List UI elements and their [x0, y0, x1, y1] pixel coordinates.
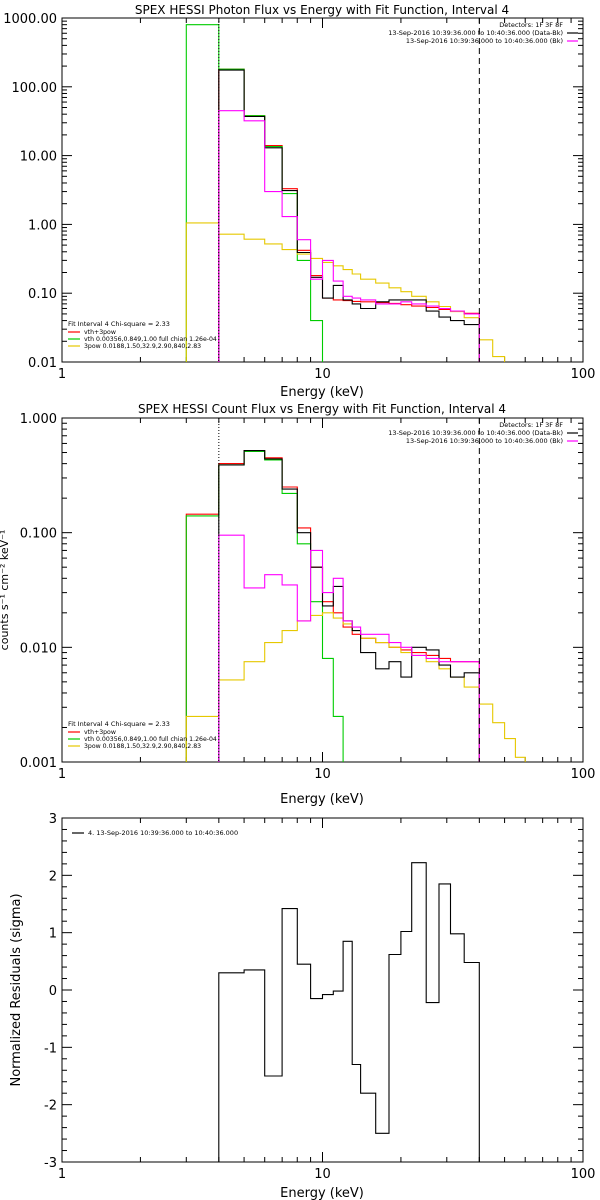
y-tick-label: -1 — [44, 1041, 57, 1056]
header-line: 13-Sep-2016 10:39:36.000 to 10:40:36.000… — [406, 437, 563, 445]
residual-plot-area: 1 10 100 -3 -2 -1 0 1 2 3 4. 13-Sep-2016 10:39:36.… — [44, 812, 595, 1182]
series-line-1 — [185, 24, 324, 362]
y-tick-label: -2 — [44, 1099, 57, 1114]
y-tick-label: 3 — [49, 812, 57, 827]
legend-entry: 4. 13-Sep-2016 10:39:36.000 to 10:40:36.… — [88, 829, 238, 837]
x-tick-label: 100 — [571, 767, 596, 782]
series-line-4 — [218, 534, 480, 762]
legend-entry: vth+3pow — [84, 729, 116, 736]
series-line-3 — [218, 69, 480, 362]
legend-entry: 3pow 0.0188,1.50,32.9,2.90,840,2.83 — [84, 743, 201, 750]
x-tick-label: 10 — [314, 367, 331, 382]
series-line-2 — [185, 222, 506, 362]
y-tick-label: 10.00 — [20, 150, 57, 165]
y-tick-label: 2 — [49, 869, 57, 884]
x-tick-label: 1 — [58, 367, 66, 382]
legend-entry: 3pow 0.0188,1.50,32.9,2.90,840,2.83 — [84, 343, 201, 350]
y-tick-label: 1000.00 — [3, 12, 57, 27]
y-tick-label: 0.10 — [28, 287, 57, 302]
legend-entry: vth 0.00356,0.849,1.00 full chian 1.26e-… — [84, 736, 217, 743]
y-tick-label: 1.00 — [28, 218, 57, 233]
series-line-4 — [218, 110, 480, 362]
photon-plot-title: SPEX HESSI Photon Flux vs Energy with Fi… — [135, 3, 509, 17]
header-line: 13-Sep-2016 10:39:36.000 to 10:40:36.000… — [406, 37, 563, 45]
series-line-0 — [218, 862, 480, 1162]
header-line: Detectors: 1F 3F 8F — [499, 421, 563, 429]
y-tick-label: 100.00 — [12, 81, 58, 96]
plot-frame — [61, 817, 584, 1163]
residual-xaxis-label: Energy (keV) — [280, 1186, 364, 1200]
x-tick-label: 100 — [571, 1167, 596, 1182]
plot-frame — [61, 17, 584, 363]
x-tick-label: 10 — [314, 1167, 331, 1182]
count-xaxis-label: Energy (keV) — [280, 792, 364, 807]
series-line-0 — [218, 68, 480, 362]
header-line: 13-Sep-2016 10:39:36.000 to 10:40:36.000… — [388, 29, 563, 37]
y-tick-label: -3 — [44, 1156, 57, 1171]
y-tick-label: 0.01 — [28, 356, 57, 371]
header-line: Detectors: 1F 3F 8F — [499, 21, 563, 29]
count-plot-title: SPEX HESSI Count Flux vs Energy with Fit… — [138, 402, 506, 416]
y-tick-label: 0 — [49, 984, 57, 999]
photon-xaxis-label: Energy (keV) — [280, 385, 364, 400]
fit-label: Fit Interval 4 Chi-square = 2.33 — [68, 720, 170, 728]
y-tick-label: 1.000 — [20, 412, 57, 427]
panel-count-flux: SPEX HESSI Count Flux vs Energy with Fit… — [0, 402, 595, 807]
x-tick-label: 100 — [571, 367, 596, 382]
legend-entry: vth 0.00356,0.849,1.00 full chian 1.26e-… — [84, 336, 217, 343]
panel-photon-flux: SPEX HESSI Photon Flux vs Energy with Fi… — [3, 3, 595, 400]
y-tick-label: 0.001 — [20, 756, 57, 771]
series-line-0 — [185, 450, 480, 762]
legend-entry: vth+3pow — [84, 329, 116, 336]
x-tick-label: 1 — [58, 1167, 66, 1182]
y-tick-label: 0.100 — [20, 527, 57, 542]
x-tick-label: 1 — [58, 767, 66, 782]
count-yaxis-label: counts s⁻¹ cm⁻² keV⁻¹ — [0, 530, 11, 651]
residual-yaxis-label: Normalized Residuals (sigma) — [9, 893, 24, 1086]
fit-label: Fit Interval 4 Chi-square = 2.33 — [68, 320, 170, 328]
photon-plot-area: 1 10 100 0.01 0.10 1.00 10.00 100.00 1000.00 Dete… — [3, 12, 595, 382]
header-line: 13-Sep-2016 10:39:36.000 to 10:40:36.000… — [388, 429, 563, 437]
y-tick-label: 0.010 — [20, 641, 57, 656]
y-tick-label: 1 — [49, 927, 57, 942]
count-plot-area: 1 10 100 0.001 0.010 0.100 1.000 Detectors: 1F … — [20, 412, 596, 782]
series-line-3 — [218, 450, 480, 762]
panel-residuals: 1 10 100 -3 -2 -1 0 1 2 3 4. 13-Sep-2016 10:39:36.… — [9, 812, 595, 1200]
x-tick-label: 10 — [314, 767, 331, 782]
series-line-2 — [185, 612, 526, 762]
